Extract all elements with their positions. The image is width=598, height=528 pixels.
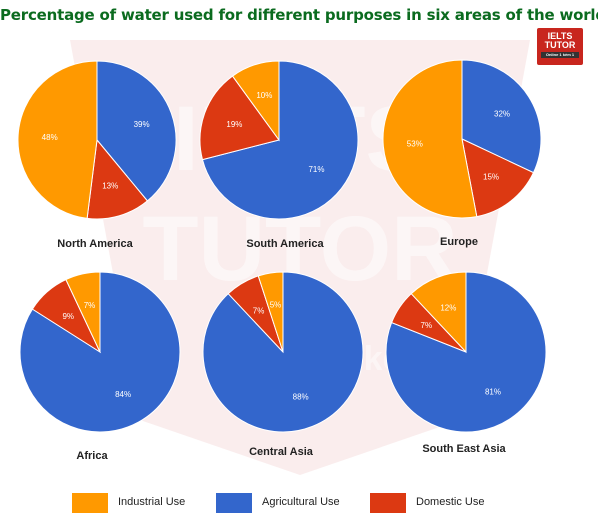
pie-chart-south-america: 71% 19% 10% bbox=[199, 60, 359, 220]
pie-title: Europe bbox=[440, 236, 478, 248]
pie-title: North America bbox=[57, 238, 133, 250]
pie-slice-domestic bbox=[461, 138, 535, 218]
pie-value-label: 15% bbox=[483, 172, 499, 181]
legend-label: Domestic Use bbox=[416, 496, 485, 508]
pie-slice-industrial bbox=[382, 59, 478, 219]
pie-value-label: 5% bbox=[270, 301, 282, 310]
pie-slice-agricultural bbox=[461, 59, 542, 174]
pie-value-label: 19% bbox=[226, 120, 242, 129]
pie-value-label: 84% bbox=[115, 390, 131, 399]
pie-title: Africa bbox=[76, 450, 108, 462]
logo-text: IELTS bbox=[547, 31, 573, 41]
logo-subtext: Online 1 kèm 1 bbox=[541, 52, 579, 58]
ielts-tutor-logo: IELTS TUTOR Online 1 kèm 1 bbox=[537, 28, 583, 65]
pie-value-label: 71% bbox=[308, 165, 324, 174]
pie-value-label: 88% bbox=[293, 393, 309, 402]
pie-slice-domestic bbox=[86, 138, 149, 220]
pie-chart-central-asia: 88% 7% 5% bbox=[202, 271, 364, 433]
pie-slice-domestic bbox=[199, 75, 280, 161]
pie-value-label: 39% bbox=[134, 120, 150, 129]
pie-slice-industrial bbox=[410, 271, 467, 354]
pie-title: South East Asia bbox=[422, 443, 506, 455]
pie-chart-south-east-asia: 81% 7% 12% bbox=[385, 271, 547, 433]
pie-value-label: 7% bbox=[253, 307, 265, 316]
pie-value-label: 48% bbox=[42, 133, 58, 142]
legend-label: Industrial Use bbox=[118, 496, 186, 508]
pie-value-label: 12% bbox=[440, 303, 456, 312]
legend-label: Agricultural Use bbox=[262, 496, 340, 508]
legend-swatch bbox=[72, 493, 108, 513]
chart-title: Percentage of water used for different p… bbox=[0, 6, 598, 24]
legend-swatch bbox=[216, 493, 252, 513]
legend: Industrial Use Agricultural Use Domestic U… bbox=[0, 492, 598, 514]
pie-slice-industrial bbox=[17, 60, 98, 219]
pie-slice-agricultural bbox=[96, 60, 177, 202]
pie-slice-industrial bbox=[65, 271, 101, 353]
pie-chart-africa: 84% 9% 7% bbox=[19, 271, 181, 433]
pie-value-label: 7% bbox=[421, 321, 433, 330]
pie-value-label: 13% bbox=[102, 182, 118, 191]
pie-value-label: 53% bbox=[407, 139, 423, 148]
pie-value-label: 32% bbox=[494, 110, 510, 119]
logo-text: TUTOR bbox=[544, 40, 576, 50]
pie-slice-industrial bbox=[257, 271, 284, 353]
pie-title: Central Asia bbox=[249, 446, 313, 458]
pie-value-label: 81% bbox=[485, 388, 501, 397]
pie-slice-agricultural bbox=[201, 60, 359, 220]
pie-slice-industrial bbox=[231, 60, 280, 142]
legend-swatch bbox=[370, 493, 406, 513]
pie-value-label: 9% bbox=[62, 312, 74, 321]
pie-title: South America bbox=[246, 238, 324, 250]
pie-value-label: 7% bbox=[84, 301, 96, 310]
pie-value-label: 10% bbox=[256, 91, 272, 100]
pie-chart-europe: 32% 15% 53% bbox=[382, 59, 542, 219]
pie-chart-north-america: 39% 13% 48% bbox=[17, 60, 177, 220]
